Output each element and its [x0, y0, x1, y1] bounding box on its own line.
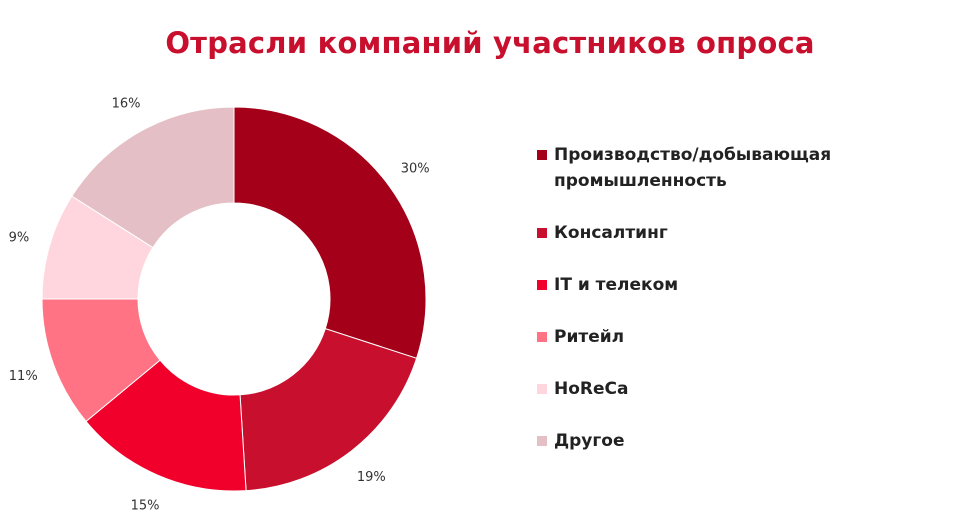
legend-swatch: [537, 384, 547, 394]
legend-swatch: [537, 332, 547, 342]
legend-swatch: [537, 436, 547, 446]
slice-value-label-2: 19%: [357, 470, 386, 485]
slice-value-label-1: 30%: [401, 161, 430, 176]
legend-swatch: [537, 150, 547, 160]
legend-swatch: [537, 280, 547, 290]
donut-slice-2: [239, 328, 418, 492]
legend-label: Производство/добывающая: [554, 145, 832, 165]
legend-label: HoReCa: [554, 379, 629, 399]
legend-label: Другое: [554, 431, 625, 451]
legend-label: промышленность: [554, 171, 727, 191]
slice-value-label-3: 15%: [131, 499, 160, 514]
donut-slices: [41, 106, 427, 492]
legend-swatch: [537, 228, 547, 238]
slice-value-label-5: 9%: [9, 231, 30, 246]
chart-legend: Производство/добывающая промышленность Кон…: [537, 142, 957, 480]
slice-value-label-4: 11%: [9, 369, 38, 384]
legend-item-6: Другое: [537, 428, 957, 454]
donut-value-labels: 30% 19% 15% 11% 9% 16%: [9, 97, 430, 514]
legend-item-4: Ритейл: [537, 324, 957, 350]
legend-label: Ритейл: [554, 327, 625, 347]
legend-label: Консалтинг: [554, 223, 668, 243]
slice-value-label-6: 16%: [112, 97, 141, 112]
legend-label: IT и телеком: [554, 275, 679, 295]
chart-title: Отрасли компаний участников опроса: [165, 26, 815, 60]
legend-item-2: Консалтинг: [537, 220, 957, 246]
legend-item-5: HoReCa: [537, 376, 957, 402]
legend-item-1: Производство/добывающая промышленность: [537, 142, 957, 194]
donut-slice-6: [71, 106, 235, 249]
donut-slice-1: [233, 106, 427, 359]
legend-item-3: IT и телеком: [537, 272, 957, 298]
